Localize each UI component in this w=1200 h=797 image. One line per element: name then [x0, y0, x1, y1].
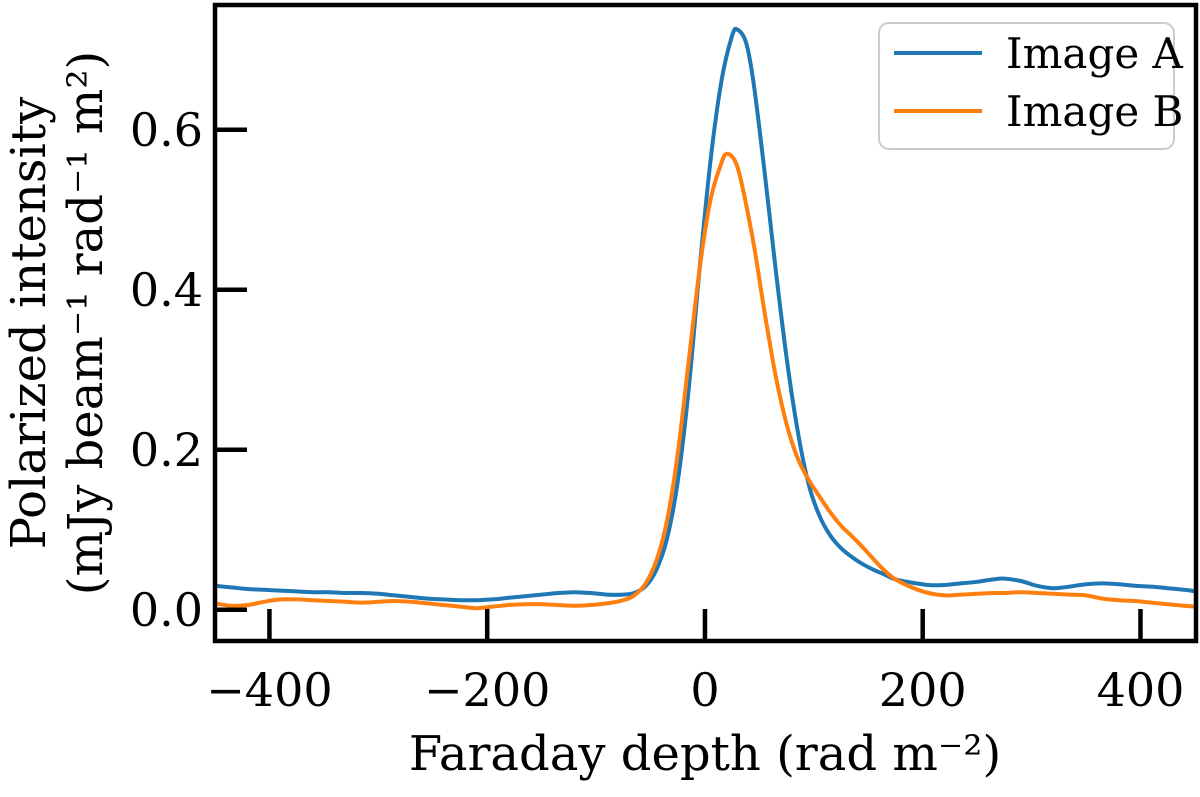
- series-group: [215, 26, 1196, 611]
- legend-label-image-a: Image A: [1006, 29, 1184, 78]
- x-tick-label: 0: [690, 663, 719, 717]
- y-tick-label: 0.2: [130, 423, 203, 477]
- legend-label-image-b: Image B: [1006, 87, 1183, 136]
- plot-border: [212, 2, 1199, 644]
- y-tick-label: 0.6: [130, 103, 203, 157]
- legend-entry-image-b: Image B: [894, 87, 1183, 136]
- series-line-image-b: [215, 151, 1196, 611]
- y-axis-label-line2: (mJy beam⁻¹ rad⁻¹ m²): [58, 51, 114, 596]
- x-tick-label: 200: [879, 663, 967, 717]
- series-line-image-a: [215, 26, 1196, 603]
- y-tick-label: 0.4: [130, 263, 203, 317]
- x-tick-label: −400: [206, 663, 332, 717]
- ticks-group: [217, 127, 1143, 639]
- x-tick-label: 400: [1097, 663, 1185, 717]
- tick-labels-group: −400 −200 0 200 400 0.0 0.2 0.4 0.6: [130, 103, 1185, 717]
- legend: Image A Image B: [878, 22, 1184, 150]
- legend-entry-image-a: Image A: [894, 29, 1184, 78]
- legend-entries: Image A Image B: [894, 29, 1184, 136]
- x-tick-label: −200: [424, 663, 550, 717]
- y-axis-label-line1: Polarized intensity: [1, 97, 57, 549]
- x-axis-label: Faraday depth (rad m⁻²): [409, 726, 1001, 782]
- y-tick-label: 0.0: [130, 583, 203, 637]
